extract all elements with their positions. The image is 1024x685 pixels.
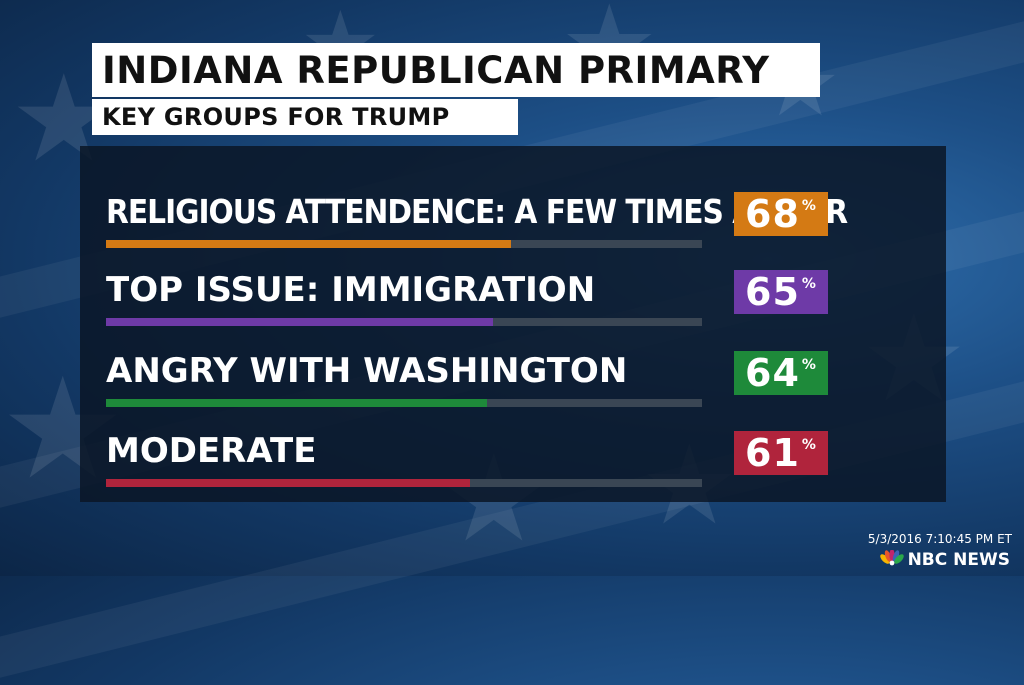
value-badge: 61% [734, 431, 828, 475]
value-label: 68 [745, 192, 800, 236]
bar-row-religious: RELIGIOUS ATTENDENCE: A FEW TIMES A YEAR… [106, 188, 848, 268]
bar-fill [106, 479, 470, 487]
percent-sign: % [801, 276, 817, 292]
chart-title: INDIANA REPUBLICAN PRIMARY [102, 48, 770, 92]
subtitle-box: KEY GROUPS FOR TRUMP [92, 99, 518, 135]
bar-row-immigration: TOP ISSUE: IMMIGRATION 65% [106, 266, 834, 346]
network-name: NBC NEWS [907, 550, 1010, 570]
bar-track [106, 479, 702, 487]
value-badge: 64% [734, 351, 828, 395]
title-box: INDIANA REPUBLICAN PRIMARY [92, 43, 820, 97]
bar-label: TOP ISSUE: IMMIGRATION [106, 270, 596, 310]
bar-row-washington: ANGRY WITH WASHINGTON 64% [106, 347, 834, 427]
bar-fill [106, 399, 487, 407]
value-badge: 65% [734, 270, 828, 314]
network-logo: NBC NEWS [879, 549, 1010, 570]
bar-track [106, 399, 702, 407]
timestamp: 5/3/2016 7:10:45 PM ET [867, 532, 1012, 546]
bar-fill [106, 318, 493, 326]
percent-sign: % [801, 198, 817, 214]
value-badge: 68% [734, 192, 828, 236]
bar-label: ANGRY WITH WASHINGTON [106, 351, 628, 391]
percent-sign: % [801, 437, 817, 453]
value-label: 64 [745, 351, 800, 395]
chart-subtitle: KEY GROUPS FOR TRUMP [102, 103, 450, 131]
bar-label: MODERATE [106, 431, 317, 471]
peacock-icon [879, 549, 904, 570]
bar-track [106, 240, 702, 248]
bar-fill [106, 240, 511, 248]
value-label: 65 [745, 270, 800, 314]
bar-row-moderate: MODERATE 61% [106, 427, 834, 507]
bar-track [106, 318, 702, 326]
value-label: 61 [745, 431, 800, 475]
percent-sign: % [801, 357, 817, 373]
bar-label: RELIGIOUS ATTENDENCE: A FEW TIMES A YEAR [106, 192, 848, 231]
